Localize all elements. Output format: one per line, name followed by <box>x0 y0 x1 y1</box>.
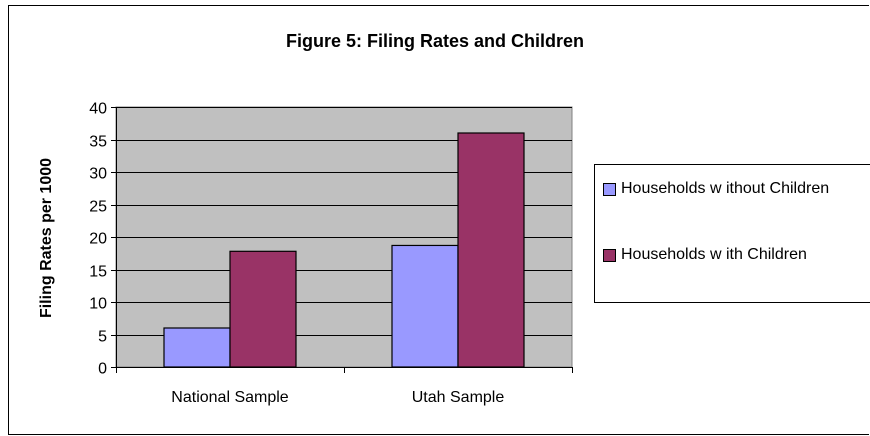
chart-title: Figure 5: Filing Rates and Children <box>285 31 585 51</box>
y-tick-label-15: 15 <box>89 264 107 281</box>
x-tick-label-utah-sample: Utah Sample <box>412 389 505 406</box>
y-tick-label-0: 0 <box>98 361 107 378</box>
y-tick-label-30: 30 <box>89 166 107 183</box>
legend-swatch-without-children <box>603 183 616 196</box>
bar-with-children-utah <box>457 132 525 368</box>
y-tick-label-35: 35 <box>89 134 107 151</box>
bar-with-children-national <box>229 250 297 368</box>
legend-item-with-children: Households w ith Children <box>603 243 807 267</box>
legend-label-with-children: Households w ith Children <box>621 246 807 263</box>
x-tick-label-national-sample: National Sample <box>171 389 289 406</box>
y-tick-label-40: 40 <box>89 101 107 118</box>
legend-label-without-children: Households w ithout Children <box>621 180 830 197</box>
chart-legend: Households w ithout Children Households … <box>594 164 870 303</box>
y-tick-label-5: 5 <box>98 329 107 346</box>
y-tick-label-10: 10 <box>89 296 107 313</box>
y-tick-label-25: 25 <box>89 199 107 216</box>
y-tick-label-20: 20 <box>89 231 107 248</box>
bar-without-children-utah <box>391 244 459 368</box>
bar-without-children-national <box>163 327 231 368</box>
legend-item-without-children: Households w ithout Children <box>603 177 831 201</box>
legend-swatch-with-children <box>603 249 616 262</box>
